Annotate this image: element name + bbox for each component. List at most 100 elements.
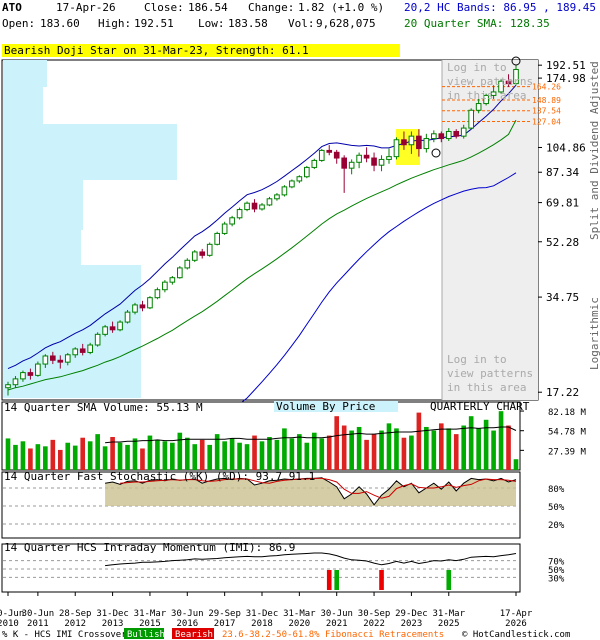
volume-bar [341, 425, 347, 470]
stoch-tick-label: 20% [548, 521, 565, 531]
price-tick-label: 69.81 [546, 197, 579, 210]
candle-body [27, 372, 34, 376]
candle-body [169, 277, 176, 283]
login-text-top-3: in this area [447, 89, 526, 102]
volume-bar [446, 428, 452, 470]
volume-bar [356, 426, 362, 470]
price-tick-label: 192.51 [546, 59, 586, 72]
date-tick-year: 2010 [0, 619, 19, 629]
date-tick-label: 17-Apr [500, 609, 533, 619]
high-value: 192.51 [134, 17, 174, 30]
volume-bar [102, 446, 108, 470]
volume-bar [72, 445, 78, 470]
date-tick-label: 31-Dec [96, 609, 129, 619]
credit: © HotCandlestick.com [462, 630, 570, 640]
date-tick-label: 31-Mar [134, 609, 167, 619]
candle-body [289, 180, 295, 188]
candle-body [79, 348, 86, 353]
vol-value: 9,628,075 [316, 17, 376, 30]
close-value: 186.54 [188, 1, 228, 14]
high-label: High: [98, 17, 132, 30]
candle-body [341, 157, 347, 169]
volume-bar [431, 430, 437, 470]
candle-body [177, 267, 183, 279]
login-shade [442, 60, 538, 400]
candle-body [378, 158, 385, 166]
hc-bands-readout: 20,2 HC Bands: 86.95 , 189.45 [404, 1, 597, 14]
candle-body [326, 149, 333, 153]
price-tick-label: 174.98 [546, 72, 586, 85]
volume-bar [110, 437, 115, 470]
date-tick-year: 2022 [363, 619, 385, 629]
bullish-legend: Bullish [127, 630, 165, 640]
candle-body [445, 130, 452, 140]
volume-bar [267, 437, 272, 470]
volume-bar [50, 439, 56, 470]
volume-bar [162, 441, 168, 470]
volume-bar [155, 439, 160, 470]
candle-body [184, 259, 191, 269]
volume-bar [461, 425, 467, 470]
quote-date: 17-Apr-26 [56, 1, 116, 14]
date-tick-year: 2018 [251, 619, 273, 629]
vbp-bar [3, 300, 141, 398]
candle-body [35, 363, 41, 376]
volume-axis: 82.18 M 54.78 M 27.39 M [520, 408, 587, 457]
volume-bar [304, 442, 310, 470]
candle-body [468, 109, 474, 129]
volume-by-price-label: Volume By Price [276, 400, 375, 413]
volume-bar [506, 425, 511, 470]
candle-body [206, 243, 213, 256]
vbp-bar [3, 230, 81, 265]
candle-body [483, 94, 489, 105]
candle-body [490, 91, 497, 96]
volume-bar [386, 423, 392, 470]
date-tick-year: 2026 [505, 619, 527, 629]
volume-bar [401, 437, 407, 470]
volume-bar [349, 430, 354, 470]
pattern-highlight [396, 129, 420, 165]
candle-body [244, 202, 250, 211]
date-tick-label: 31-Mar [283, 609, 316, 619]
volume-title: 14 Quarter SMA Volume: 55.13 M [4, 401, 203, 414]
candle-body [386, 156, 392, 160]
chart-period: QUARTERLY CHART [430, 400, 530, 413]
candle-body [50, 355, 56, 361]
date-tick-year: 2017 [214, 619, 236, 629]
volume-bar [28, 448, 33, 470]
change-label: Change: [248, 1, 295, 14]
volume-bar [43, 446, 48, 470]
date-tick-label: 30-Jun [320, 609, 353, 619]
imi-lines [3, 552, 519, 590]
volume-bars [5, 411, 519, 470]
volume-bar [20, 441, 26, 470]
volume-bar [87, 441, 93, 470]
volume-bar [483, 419, 489, 470]
bearish-legend: Bearish [175, 630, 213, 640]
imi-tick-label: 30% [548, 574, 565, 584]
candle-body [102, 326, 108, 335]
last-price-marker [511, 56, 521, 66]
candle-body [371, 157, 377, 166]
candle-body [72, 348, 79, 356]
candle-body [147, 297, 153, 309]
vbp-bar [3, 60, 47, 87]
date-tick-year: 2016 [176, 619, 198, 629]
date-tick-year: 2011 [27, 619, 49, 629]
volume-bar [326, 435, 332, 470]
candle-body [401, 139, 407, 146]
login-text-bottom-2: view patterns [447, 367, 533, 380]
open-label: Open: [2, 17, 36, 30]
lower-band-line [209, 172, 517, 426]
candle-body [42, 355, 49, 365]
volume-bar [5, 438, 11, 470]
date-tick-label: 29-Sep [208, 609, 241, 619]
low-value: 183.58 [228, 17, 268, 30]
volume-tick-label: 27.39 M [548, 447, 587, 457]
candle-body [505, 80, 512, 85]
candle-body [154, 289, 161, 299]
date-tick-year: 2021 [326, 619, 348, 629]
candles-group [5, 65, 519, 396]
volume-bar [57, 449, 63, 470]
